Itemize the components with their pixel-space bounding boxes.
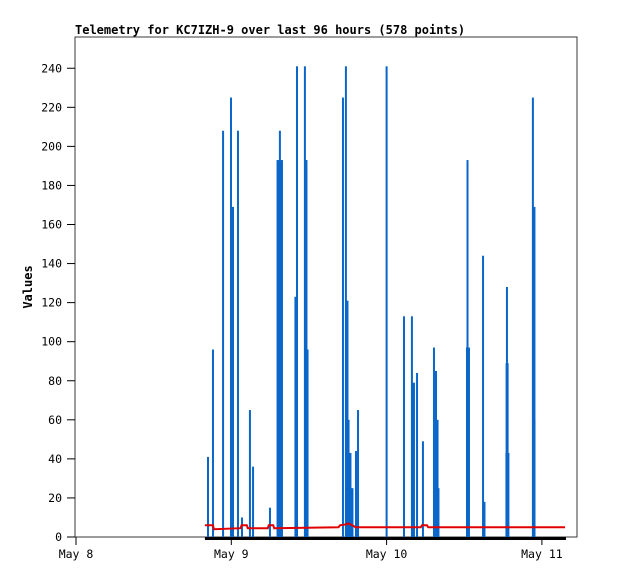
telemetry-spike: [279, 160, 283, 537]
telemetry-spike: [410, 316, 413, 537]
y-tick-label: 80: [48, 374, 62, 388]
telemetry-spike: [236, 130, 239, 537]
y-tick-label: 100: [41, 335, 62, 349]
x-tick-label: May 8: [59, 547, 94, 561]
telemetry-spike: [207, 456, 210, 537]
telemetry-spike: [229, 97, 232, 537]
telemetry-spike: [505, 363, 509, 537]
x-tick-label: May 11: [521, 547, 563, 561]
y-tick-label: 20: [48, 491, 62, 505]
telemetry-spike: [306, 349, 309, 537]
telemetry-spike: [348, 453, 352, 537]
telemetry-spike: [437, 488, 440, 537]
telemetry-spike: [350, 488, 354, 537]
telemetry-spike: [211, 349, 214, 537]
telemetry-spike: [416, 372, 419, 537]
telemetry-spike: [432, 347, 435, 537]
y-tick-label: 120: [41, 296, 62, 310]
telemetry-spike: [278, 130, 281, 537]
telemetry-spike: [402, 316, 405, 537]
telemetry-spike: [295, 66, 298, 537]
x-tick-label: May 9: [214, 547, 249, 561]
y-tick-label: 0: [55, 530, 62, 544]
telemetry-spike: [385, 66, 388, 537]
telemetry-spike: [357, 410, 360, 537]
chart-title: Telemetry for KC7IZH-9 over last 96 hour…: [75, 23, 466, 37]
red-channel-line: [204, 522, 566, 531]
y-tick-label: 160: [41, 218, 62, 232]
telemetry-spike: [232, 206, 235, 537]
telemetry-spike: [222, 130, 225, 537]
y-tick-label: 140: [41, 257, 62, 271]
telemetry-spike: [482, 255, 485, 537]
telemetry-spike: [411, 382, 415, 537]
telemetry-spike: [434, 370, 437, 537]
telemetry-spike: [465, 347, 470, 537]
telemetry-spike: [346, 300, 349, 537]
telemetry-spike: [248, 410, 251, 537]
x-tick-label: May 10: [366, 547, 408, 561]
telemetry-spike: [533, 206, 536, 537]
telemetry-spike: [341, 97, 344, 537]
y-tick-label: 40: [48, 452, 62, 466]
telemetry-spike: [268, 507, 271, 537]
y-tick-label: 220: [41, 100, 62, 114]
y-tick-label: 200: [41, 139, 62, 153]
telemetry-spike: [303, 66, 306, 537]
telemetry-spike: [436, 419, 439, 537]
telemetry-spike: [355, 451, 358, 537]
y-tick-label: 240: [41, 61, 62, 75]
telemetry-spike: [531, 97, 534, 537]
telemetry-spike: [482, 501, 486, 537]
telemetry-spike: [276, 160, 280, 537]
telemetry-spike: [505, 453, 510, 537]
telemetry-spike: [421, 441, 424, 537]
y-tick-label: 60: [48, 413, 62, 427]
telemetry-spike: [344, 66, 347, 537]
y-tick-label: 180: [41, 178, 62, 192]
plot-border: [74, 36, 578, 538]
telemetry-spike: [241, 517, 244, 537]
telemetry-spike: [294, 296, 297, 537]
y-axis-title: Values: [21, 265, 35, 309]
telemetry-spike: [305, 160, 308, 537]
telemetry-spike: [252, 466, 255, 537]
